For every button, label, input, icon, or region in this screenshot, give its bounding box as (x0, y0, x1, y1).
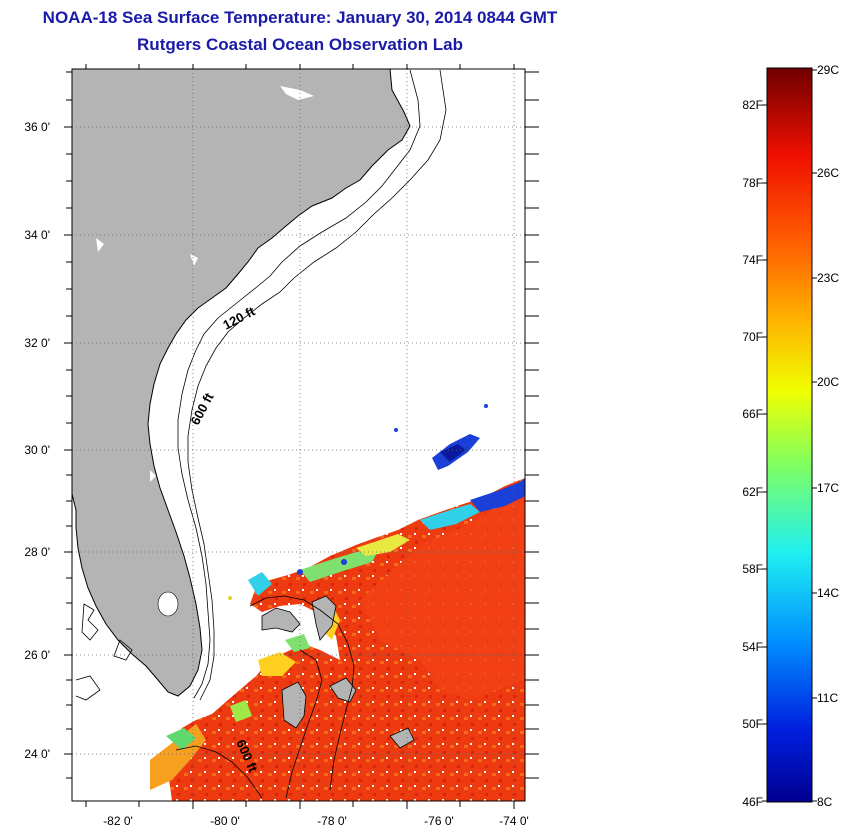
cb-label-23c: 23C (817, 271, 840, 285)
lat-label-28: 28 0' (24, 545, 50, 559)
map-frame (71, 68, 526, 802)
sst-field (150, 404, 525, 801)
cb-label-82f: 82F (742, 98, 763, 112)
colorbar (766, 67, 813, 803)
lat-label-32: 32 0' (24, 336, 50, 350)
lat-label-26: 26 0' (24, 648, 50, 662)
map-ticks (64, 64, 539, 809)
cb-label-50f: 50F (742, 717, 763, 731)
cb-label-70f: 70F (742, 330, 763, 344)
land-bahamas-north (261, 607, 301, 633)
lat-label-30: 30 0' (24, 443, 50, 457)
map-title: NOAA-18 Sea Surface Temperature: January… (42, 8, 558, 27)
cb-label-66f: 66F (742, 407, 763, 421)
cb-label-74f: 74F (742, 253, 763, 267)
cb-label-26c: 26C (817, 166, 840, 180)
cb-label-11c: 11C (817, 691, 839, 705)
land-us-southeast (72, 69, 411, 697)
cb-label-29c: 29C (817, 63, 840, 77)
cb-label-46f: 46F (742, 795, 763, 809)
lon-label-74: -74 0' (499, 814, 529, 828)
cb-label-20c: 20C (817, 375, 840, 389)
lon-label-80: -80 0' (210, 814, 240, 828)
lat-label-36: 36 0' (24, 120, 50, 134)
lat-label-34: 34 0' (24, 228, 50, 242)
bathymetry-contours (75, 69, 447, 799)
cb-label-17c: 17C (817, 481, 840, 495)
lat-label-24: 24 0' (24, 747, 50, 761)
cb-label-8c: 8C (817, 795, 833, 809)
cb-label-58f: 58F (742, 562, 763, 576)
cb-label-78f: 78F (742, 176, 763, 190)
colorbar-ticks (762, 69, 817, 802)
lon-label-76: -76 0' (424, 814, 454, 828)
cb-label-62f: 62F (742, 485, 763, 499)
lon-label-78: -78 0' (317, 814, 347, 828)
cb-label-54f: 54F (742, 640, 763, 654)
lon-label-82: -82 0' (103, 814, 133, 828)
map-subtitle: Rutgers Coastal Ocean Observation Lab (137, 35, 463, 54)
cb-label-14c: 14C (817, 586, 840, 600)
